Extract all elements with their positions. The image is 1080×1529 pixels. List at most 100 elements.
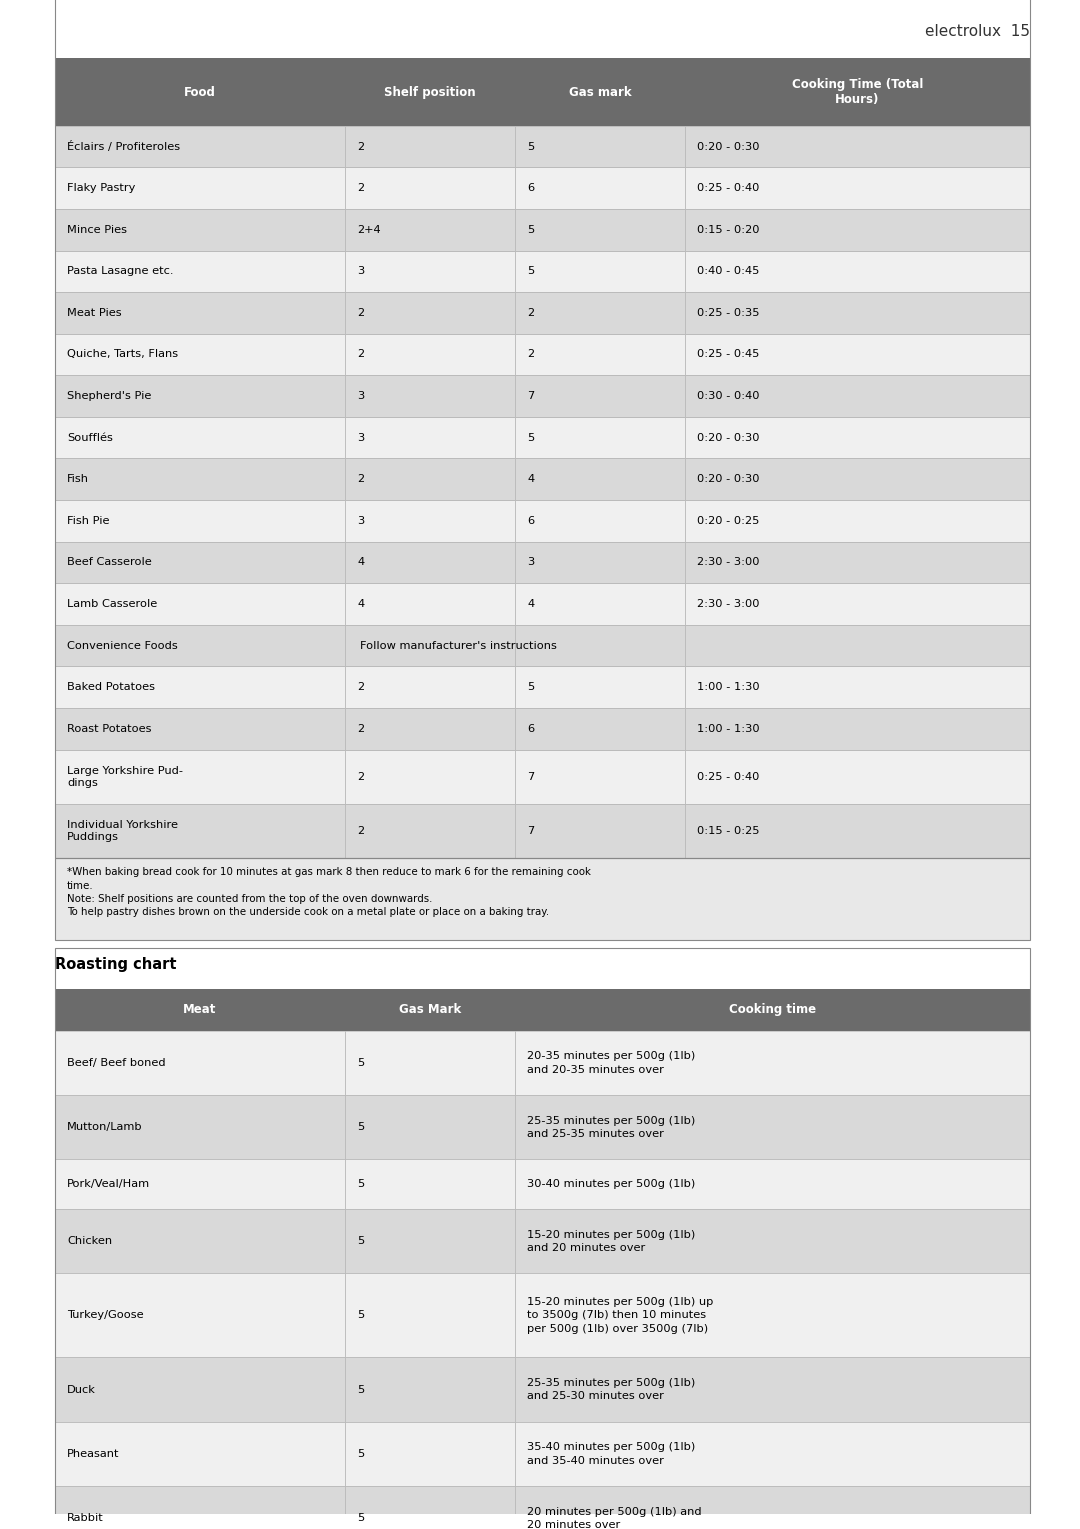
FancyBboxPatch shape xyxy=(345,1209,515,1274)
FancyBboxPatch shape xyxy=(345,209,515,251)
FancyBboxPatch shape xyxy=(55,58,345,125)
FancyBboxPatch shape xyxy=(345,1159,515,1209)
Text: Roast Potatoes: Roast Potatoes xyxy=(67,723,151,734)
Bar xyxy=(55,625,1030,667)
Bar xyxy=(345,375,515,417)
Bar xyxy=(55,625,345,667)
Text: 4: 4 xyxy=(527,474,535,485)
Bar xyxy=(345,749,515,804)
Bar xyxy=(55,417,345,459)
FancyBboxPatch shape xyxy=(685,375,1030,417)
Bar xyxy=(515,625,685,667)
Text: 0:15 - 0:25: 0:15 - 0:25 xyxy=(697,826,759,836)
FancyBboxPatch shape xyxy=(345,500,515,541)
Text: Meat: Meat xyxy=(184,1003,217,1017)
Text: 0:25 - 0:45: 0:25 - 0:45 xyxy=(697,350,759,359)
FancyBboxPatch shape xyxy=(515,541,685,583)
Bar xyxy=(515,1422,1030,1486)
Bar xyxy=(345,251,515,292)
Bar xyxy=(685,251,1030,292)
Bar xyxy=(515,667,685,708)
Bar xyxy=(515,541,685,583)
Bar xyxy=(515,1358,1030,1422)
FancyBboxPatch shape xyxy=(515,989,1030,1031)
Bar xyxy=(55,667,345,708)
Text: 2+4: 2+4 xyxy=(357,225,380,235)
FancyBboxPatch shape xyxy=(515,708,685,749)
Bar xyxy=(685,749,1030,804)
FancyBboxPatch shape xyxy=(55,667,345,708)
Text: Shepherd's Pie: Shepherd's Pie xyxy=(67,391,151,401)
Bar xyxy=(685,708,1030,749)
Bar xyxy=(685,541,1030,583)
FancyBboxPatch shape xyxy=(55,292,345,333)
Bar xyxy=(55,1209,345,1274)
Text: Duck: Duck xyxy=(67,1385,96,1394)
Bar xyxy=(345,1358,515,1422)
FancyBboxPatch shape xyxy=(515,251,685,292)
Text: 5: 5 xyxy=(357,1310,364,1321)
FancyBboxPatch shape xyxy=(515,333,685,375)
Bar xyxy=(55,804,345,858)
Bar xyxy=(515,459,685,500)
Bar xyxy=(345,1422,515,1486)
FancyBboxPatch shape xyxy=(515,1095,1030,1159)
Text: Beef/ Beef boned: Beef/ Beef boned xyxy=(67,1058,165,1067)
Text: 2:30 - 3:00: 2:30 - 3:00 xyxy=(697,599,759,609)
Text: Mutton/Lamb: Mutton/Lamb xyxy=(67,1122,143,1133)
Bar xyxy=(685,333,1030,375)
FancyBboxPatch shape xyxy=(685,583,1030,625)
Text: Individual Yorkshire
Puddings: Individual Yorkshire Puddings xyxy=(67,821,178,842)
FancyBboxPatch shape xyxy=(55,1031,345,1095)
FancyBboxPatch shape xyxy=(515,292,685,333)
FancyBboxPatch shape xyxy=(345,375,515,417)
Text: 2: 2 xyxy=(357,826,364,836)
Text: 2: 2 xyxy=(527,350,535,359)
Text: Cooking Time (Total
Hours): Cooking Time (Total Hours) xyxy=(792,78,923,106)
FancyBboxPatch shape xyxy=(55,541,345,583)
Bar xyxy=(515,500,685,541)
Bar xyxy=(685,167,1030,209)
Bar xyxy=(345,292,515,333)
Text: 5: 5 xyxy=(357,1449,364,1459)
Text: 6: 6 xyxy=(527,183,535,193)
FancyBboxPatch shape xyxy=(515,1358,1030,1422)
Bar xyxy=(55,125,1030,167)
Bar xyxy=(55,167,1030,209)
Text: 6: 6 xyxy=(527,723,535,734)
Text: 5: 5 xyxy=(357,1514,364,1523)
Text: 0:40 - 0:45: 0:40 - 0:45 xyxy=(697,266,759,277)
Bar xyxy=(345,625,515,667)
FancyBboxPatch shape xyxy=(515,500,685,541)
Text: 15-20 minutes per 500g (1lb)
and 20 minutes over: 15-20 minutes per 500g (1lb) and 20 minu… xyxy=(527,1229,696,1252)
Text: Cooking time: Cooking time xyxy=(729,1003,816,1017)
Bar xyxy=(345,500,515,541)
Text: Pasta Lasagne etc.: Pasta Lasagne etc. xyxy=(67,266,174,277)
Bar xyxy=(685,500,1030,541)
Text: 0:25 - 0:40: 0:25 - 0:40 xyxy=(697,183,759,193)
FancyBboxPatch shape xyxy=(55,583,345,625)
Text: 3: 3 xyxy=(357,433,364,442)
Bar xyxy=(345,667,515,708)
Text: Pheasant: Pheasant xyxy=(67,1449,120,1459)
Text: Food: Food xyxy=(184,86,216,98)
FancyBboxPatch shape xyxy=(55,1159,345,1209)
Text: 2:30 - 3:00: 2:30 - 3:00 xyxy=(697,558,759,567)
Bar xyxy=(345,417,515,459)
Text: 25-35 minutes per 500g (1lb)
and 25-35 minutes over: 25-35 minutes per 500g (1lb) and 25-35 m… xyxy=(527,1116,696,1139)
Bar xyxy=(55,209,1030,251)
Text: Baked Potatoes: Baked Potatoes xyxy=(67,682,156,693)
Bar xyxy=(55,292,345,333)
Bar xyxy=(685,209,1030,251)
Bar xyxy=(55,292,1030,333)
Bar xyxy=(515,292,685,333)
Bar xyxy=(55,1159,345,1209)
FancyBboxPatch shape xyxy=(685,125,1030,167)
Text: 0:20 - 0:25: 0:20 - 0:25 xyxy=(697,515,759,526)
Bar xyxy=(515,417,685,459)
Bar xyxy=(55,375,1030,417)
Bar xyxy=(515,1159,1030,1209)
FancyBboxPatch shape xyxy=(515,375,685,417)
FancyBboxPatch shape xyxy=(55,333,345,375)
Text: 0:30 - 0:40: 0:30 - 0:40 xyxy=(697,391,759,401)
